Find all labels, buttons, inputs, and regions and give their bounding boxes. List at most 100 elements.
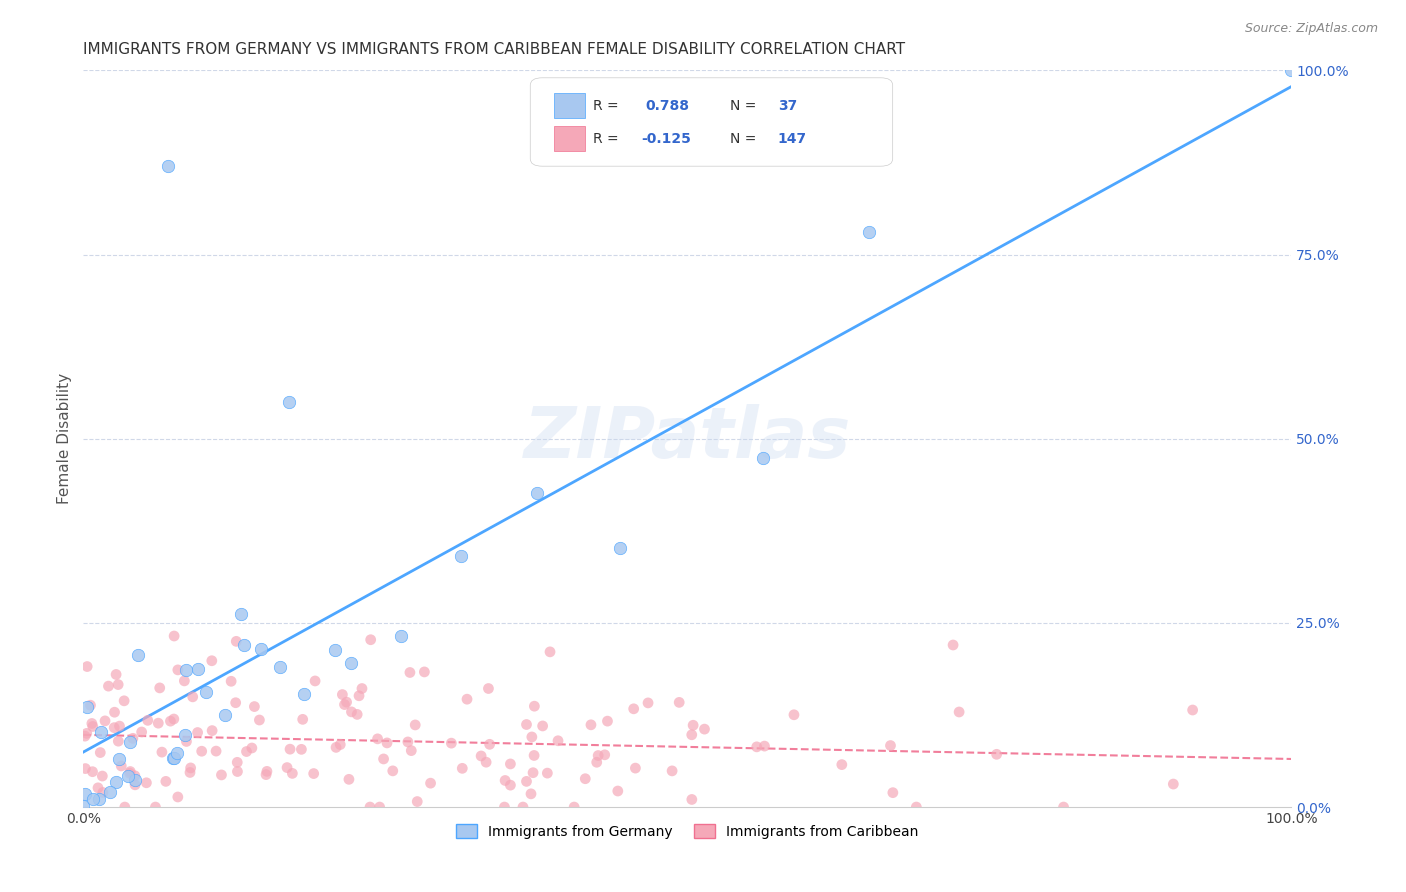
Point bbox=[243, 699, 266, 714]
Point bbox=[609, 541, 631, 555]
Point bbox=[91, 785, 114, 799]
Point bbox=[419, 776, 441, 790]
Point bbox=[1163, 777, 1185, 791]
Point bbox=[131, 725, 153, 739]
Point bbox=[681, 792, 703, 806]
Point bbox=[201, 654, 224, 668]
Point bbox=[304, 673, 326, 688]
Point bbox=[373, 752, 395, 766]
Point bbox=[214, 707, 236, 722]
Point bbox=[76, 726, 98, 740]
Point bbox=[226, 764, 249, 779]
Point bbox=[624, 761, 647, 775]
Point bbox=[292, 687, 315, 701]
Point bbox=[124, 769, 146, 783]
Point bbox=[350, 681, 373, 696]
Y-axis label: Female Disability: Female Disability bbox=[58, 373, 72, 504]
Point bbox=[593, 747, 616, 762]
Point bbox=[150, 745, 173, 759]
Point bbox=[520, 787, 543, 801]
Point bbox=[520, 730, 543, 744]
Point bbox=[124, 773, 146, 788]
Point bbox=[194, 685, 217, 699]
Point bbox=[145, 800, 167, 814]
Point bbox=[162, 751, 184, 765]
Bar bbox=[554, 126, 585, 152]
Point bbox=[523, 748, 546, 763]
Point bbox=[97, 679, 120, 693]
Point bbox=[368, 800, 391, 814]
Text: R =: R = bbox=[593, 99, 619, 112]
Point bbox=[72, 799, 94, 814]
Point bbox=[156, 159, 179, 173]
Point bbox=[523, 699, 546, 714]
Point bbox=[82, 719, 104, 733]
Point bbox=[1181, 703, 1204, 717]
Point bbox=[596, 714, 619, 728]
Point bbox=[277, 395, 299, 409]
Point bbox=[340, 705, 363, 719]
Point bbox=[225, 696, 247, 710]
Point bbox=[155, 774, 177, 789]
Point bbox=[235, 745, 257, 759]
Text: N =: N = bbox=[730, 132, 756, 146]
Point bbox=[1279, 63, 1302, 78]
Point bbox=[536, 766, 558, 780]
Point bbox=[231, 607, 253, 622]
Point bbox=[831, 757, 853, 772]
Point bbox=[87, 780, 110, 795]
Point bbox=[499, 756, 522, 771]
Point bbox=[470, 748, 492, 763]
Point bbox=[91, 769, 114, 783]
Point bbox=[269, 660, 291, 674]
Point bbox=[515, 717, 537, 731]
Point bbox=[112, 694, 135, 708]
Point bbox=[247, 713, 270, 727]
Point bbox=[693, 722, 716, 736]
Point bbox=[682, 718, 704, 732]
Point bbox=[478, 737, 501, 751]
FancyBboxPatch shape bbox=[530, 78, 893, 166]
Point bbox=[103, 705, 125, 719]
Point bbox=[173, 673, 195, 688]
Point bbox=[219, 674, 242, 689]
Point bbox=[105, 667, 128, 681]
Point bbox=[404, 718, 426, 732]
Point bbox=[375, 736, 398, 750]
Point bbox=[367, 731, 389, 746]
Point bbox=[1052, 800, 1074, 814]
Point bbox=[681, 728, 703, 742]
Point bbox=[201, 723, 224, 738]
Text: IMMIGRANTS FROM GERMANY VS IMMIGRANTS FROM CARIBBEAN FEMALE DISABILITY CORRELATI: IMMIGRANTS FROM GERMANY VS IMMIGRANTS FR… bbox=[83, 42, 905, 57]
Point bbox=[114, 800, 136, 814]
Point bbox=[73, 729, 96, 743]
Point bbox=[547, 733, 569, 747]
Point bbox=[107, 734, 129, 748]
Point bbox=[278, 742, 301, 756]
Point bbox=[494, 800, 516, 814]
Point bbox=[477, 681, 499, 696]
Point bbox=[323, 643, 346, 657]
Point bbox=[190, 744, 212, 758]
Point bbox=[256, 764, 278, 779]
Point bbox=[254, 767, 277, 781]
Point bbox=[585, 756, 607, 770]
Point bbox=[173, 728, 195, 742]
Point bbox=[661, 764, 683, 778]
Point bbox=[399, 665, 422, 680]
Point bbox=[103, 721, 125, 735]
Point bbox=[359, 800, 381, 814]
Point bbox=[754, 739, 776, 753]
Point bbox=[745, 739, 768, 754]
Point bbox=[205, 744, 228, 758]
Point bbox=[440, 736, 463, 750]
Point bbox=[181, 690, 204, 704]
Point bbox=[226, 756, 249, 770]
Point bbox=[942, 638, 965, 652]
Point bbox=[107, 752, 129, 766]
Point bbox=[159, 714, 181, 728]
Point bbox=[668, 695, 690, 709]
Point bbox=[233, 638, 256, 652]
Point bbox=[499, 778, 522, 792]
Point bbox=[117, 768, 139, 782]
